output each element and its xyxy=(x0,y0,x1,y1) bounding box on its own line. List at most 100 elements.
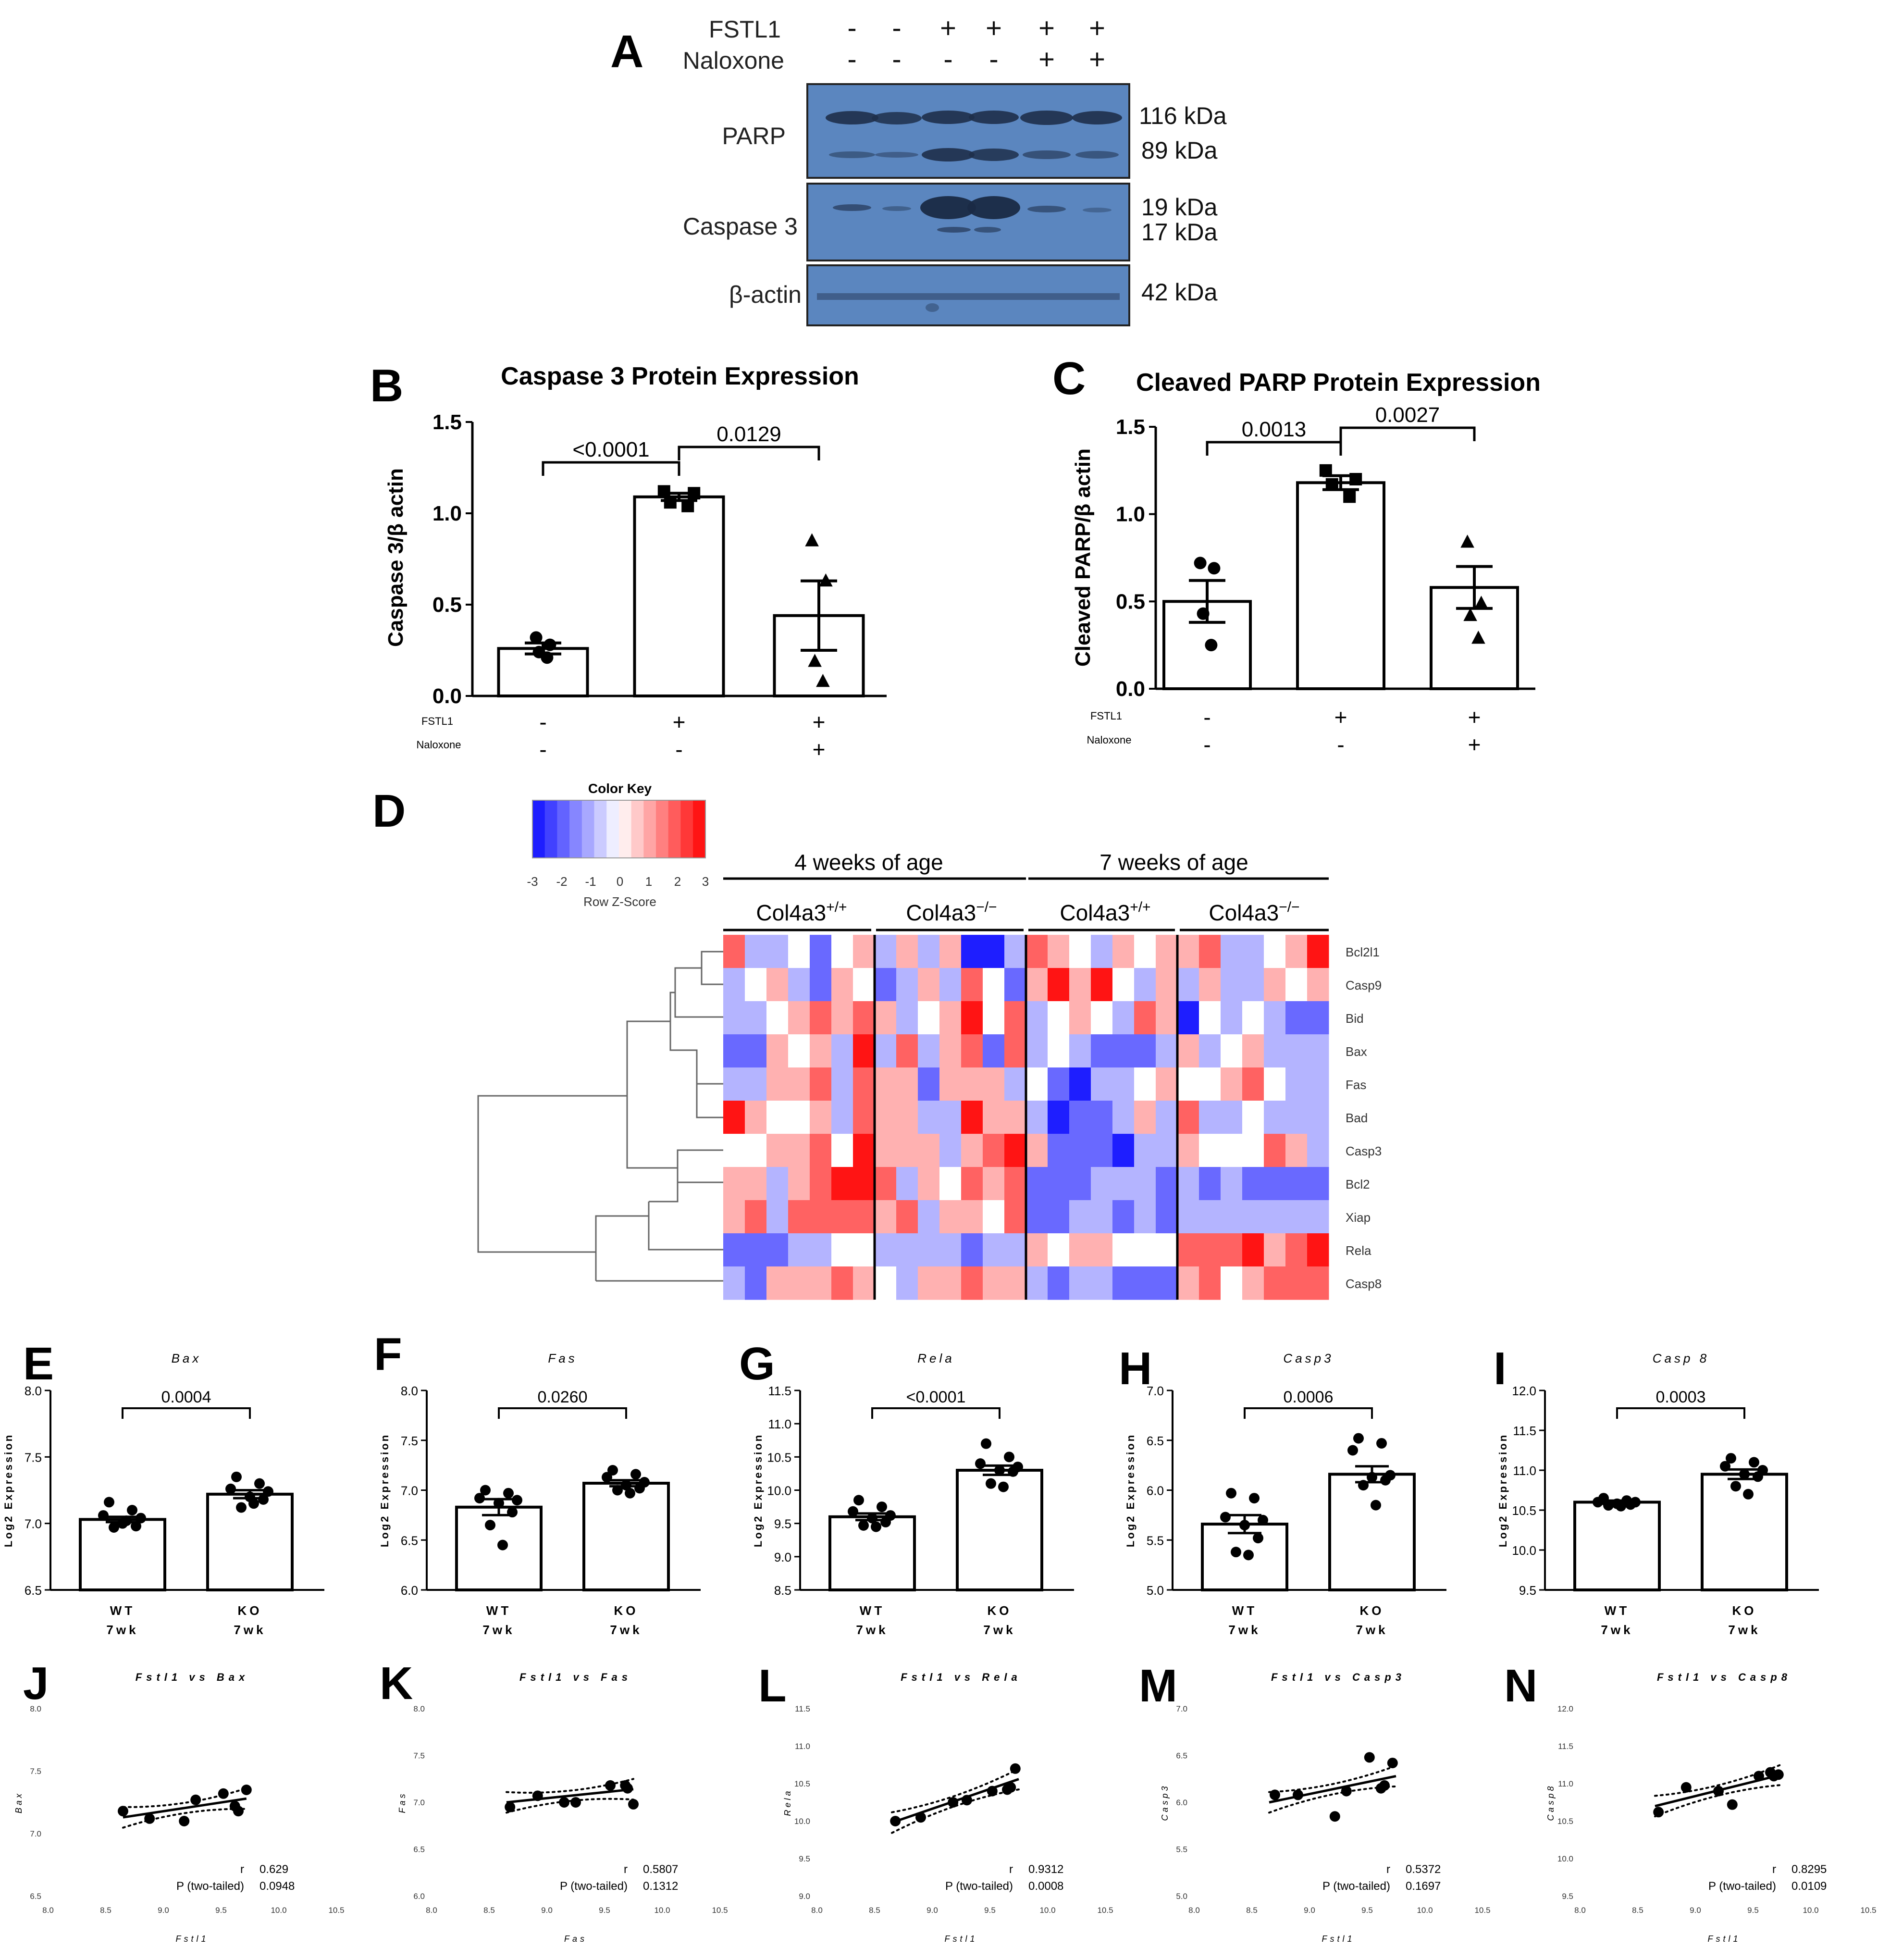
data-point xyxy=(1471,631,1485,644)
y-tick-label: 8.0 xyxy=(30,1704,41,1713)
y-tick-label: 9.0 xyxy=(774,1550,791,1564)
heatmap-cell xyxy=(853,1200,875,1234)
heatmap-cell xyxy=(1285,1200,1308,1234)
heatmap-cell xyxy=(810,1266,832,1300)
heatmap-cell xyxy=(1199,1001,1221,1035)
x-category-sublabel: 7wk xyxy=(1728,1623,1760,1637)
heatmap-cell xyxy=(896,1167,918,1201)
heatmap-cell xyxy=(788,1266,810,1300)
heatmap-cell xyxy=(1156,1034,1178,1068)
heatmap-cell xyxy=(1069,1167,1091,1201)
heatmap-cell xyxy=(1177,1266,1199,1300)
heatmap-cell xyxy=(918,1001,940,1035)
heatmap-cell xyxy=(1264,1067,1286,1101)
data-point xyxy=(1329,1811,1340,1822)
heatmap-cell xyxy=(723,1067,745,1101)
data-point xyxy=(622,1783,633,1794)
heatmap-cell xyxy=(875,968,897,1002)
data-point xyxy=(1353,1433,1364,1444)
heatmap-cell xyxy=(1264,1101,1286,1134)
stat-p-label: P (two-tailed) xyxy=(1322,1880,1390,1893)
x-tick-label: 9.0 xyxy=(158,1906,169,1915)
heatmap-cell xyxy=(1048,1233,1070,1267)
data-point xyxy=(1239,1520,1250,1531)
heatmap-cell xyxy=(831,1101,853,1134)
chart-title: Fstl1 vs Rela xyxy=(901,1671,1022,1683)
y-tick-label: 10.0 xyxy=(767,1484,791,1498)
heatmap-cell xyxy=(1242,935,1264,968)
data-point xyxy=(1376,1438,1387,1449)
x-tick-label: 9.5 xyxy=(984,1906,996,1915)
color-key-swatch xyxy=(693,800,706,858)
data-point xyxy=(612,1485,623,1496)
x-tick-label: 8.0 xyxy=(1188,1906,1200,1915)
data-point xyxy=(1474,595,1488,609)
color-key-swatch xyxy=(643,800,656,858)
color-key-swatch xyxy=(618,800,632,858)
y-axis-label: Fas xyxy=(397,1791,407,1813)
heatmap-cell xyxy=(961,1101,983,1134)
heatmap-cell xyxy=(1199,1266,1221,1300)
y-tick-label: 6.0 xyxy=(401,1583,418,1598)
heatmap-cell xyxy=(939,1134,962,1167)
data-point xyxy=(1749,1457,1759,1468)
heatmap-cell xyxy=(745,1034,767,1068)
heatmap-cell xyxy=(939,1167,962,1201)
heatmap-cell xyxy=(1134,968,1156,1002)
heatmap-cell xyxy=(1004,1167,1026,1201)
heatmap-cell xyxy=(1177,1034,1199,1068)
heatmap-cell xyxy=(1026,1233,1048,1267)
data-point xyxy=(1347,1445,1358,1456)
bar xyxy=(79,1518,166,1592)
heatmap-cell xyxy=(1134,1067,1156,1101)
heatmap-cell xyxy=(745,1266,767,1300)
heatmap-cell xyxy=(1134,1200,1156,1234)
heatmap-cell xyxy=(1221,1200,1243,1234)
stat-r-value: 0.5372 xyxy=(1406,1863,1441,1876)
color-key-gradient xyxy=(532,800,706,858)
bar xyxy=(1573,1501,1661,1591)
y-tick-label: 7.0 xyxy=(1147,1384,1164,1398)
data-point xyxy=(109,1522,119,1533)
gene-label: Rela xyxy=(1346,1243,1371,1258)
data-point xyxy=(1773,1769,1784,1780)
chart-b-plot-area: 0.0 0.5 1.0 1.5 <0.0001 0.0129 xyxy=(432,410,887,708)
heatmap-cell xyxy=(1307,1266,1329,1300)
data-point xyxy=(98,1510,109,1521)
y-tick-label: 7.5 xyxy=(413,1751,425,1761)
x-axis-label: Fstl1 xyxy=(1707,1934,1741,1944)
heatmap-cell xyxy=(831,1200,853,1234)
y-tick-label: 10.0 xyxy=(1512,1543,1536,1558)
heatmap-cell xyxy=(1134,1167,1156,1201)
heatmap-cell xyxy=(1177,1134,1199,1167)
x-tick-label: 9.5 xyxy=(599,1906,610,1915)
heatmap-cell xyxy=(1069,968,1091,1002)
data-point xyxy=(248,1498,259,1509)
x-tick-label: 10.5 xyxy=(328,1906,344,1915)
data-point xyxy=(848,1506,858,1517)
heatmap-cell xyxy=(723,1134,745,1167)
x-tick-label: 10.5 xyxy=(712,1906,728,1915)
heatmap-cell xyxy=(1026,1266,1048,1300)
y-tick-label: 6.0 xyxy=(1176,1798,1187,1807)
heatmap-cell xyxy=(810,1067,832,1101)
data-point xyxy=(1653,1807,1664,1818)
heatmap-cell xyxy=(723,1101,745,1134)
blot-lane-fstl1-1: - xyxy=(847,12,856,44)
color-key-tick: 2 xyxy=(674,874,681,889)
heatmap-cell xyxy=(788,1034,810,1068)
heatmap-cell xyxy=(831,1134,853,1167)
y-tick-label: 6.5 xyxy=(30,1892,41,1901)
chart-b-row-naloxone: Naloxone xyxy=(417,739,461,751)
chart-title: Fstl1 vs Bax xyxy=(136,1671,249,1683)
heatmap-cell xyxy=(766,968,789,1002)
heatmap-cell xyxy=(1091,1200,1113,1234)
blot-lane-fstl1-2: - xyxy=(892,12,901,44)
data-point xyxy=(1616,1501,1626,1512)
data-point xyxy=(121,1515,132,1526)
heatmap-cell xyxy=(1307,1067,1329,1101)
heatmap-cell xyxy=(983,1067,1005,1101)
y-tick-label: 9.5 xyxy=(1519,1583,1536,1598)
heatmap-cell xyxy=(810,1200,832,1234)
heatmap-cell xyxy=(1134,1001,1156,1035)
